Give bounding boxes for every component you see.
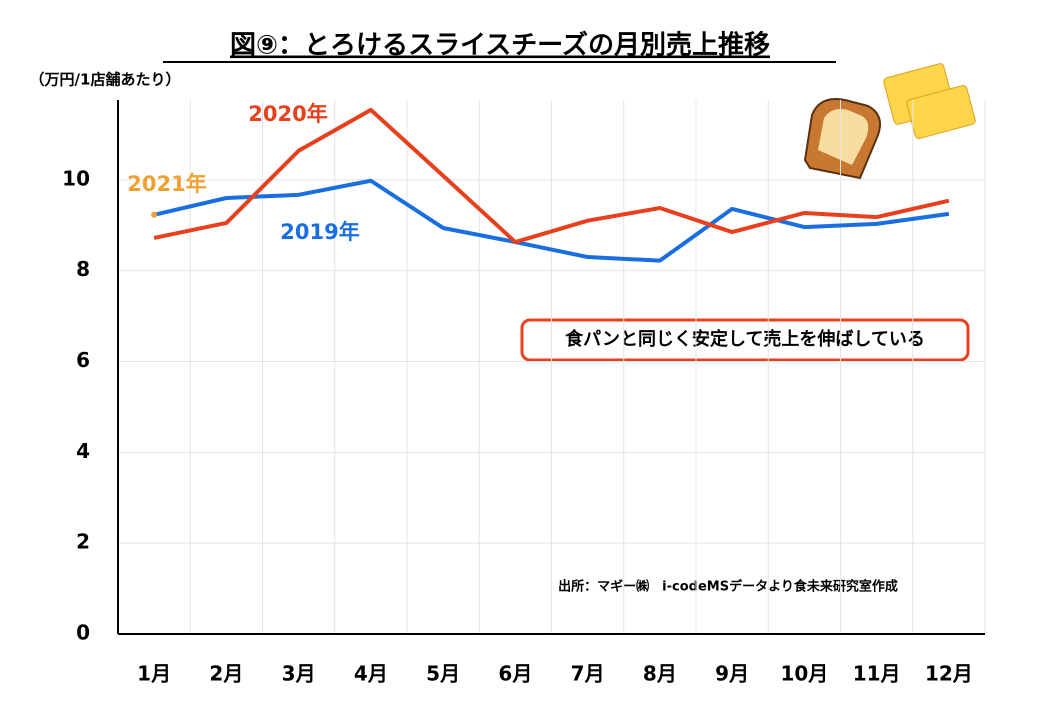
y-tick-label: 6 xyxy=(76,348,90,372)
x-tick-label: 11月 xyxy=(853,662,901,686)
point xyxy=(151,211,158,218)
x-tick-label: 7月 xyxy=(571,662,605,686)
x-tick-label: 3月 xyxy=(282,662,316,686)
y-tick-label: 10 xyxy=(62,166,90,190)
x-tick-label: 8月 xyxy=(643,662,677,686)
line xyxy=(153,178,950,263)
series-label: 2021年 xyxy=(127,172,206,196)
x-tick-label: 12月 xyxy=(925,662,973,686)
line xyxy=(153,107,950,245)
x-tick-label: 2月 xyxy=(209,662,243,686)
x-tick-label: 9月 xyxy=(715,662,749,686)
x-tick-label: 6月 xyxy=(498,662,532,686)
toast-illustration xyxy=(803,63,976,180)
x-tick-label: 1月 xyxy=(137,662,171,686)
annotation: 食パンと同じく安定して売上を伸ばしている xyxy=(564,328,925,350)
annotation-box xyxy=(520,318,970,362)
y-axis-label: （万円/1店舗あたり） xyxy=(30,71,181,89)
y-tick-label: 0 xyxy=(76,621,90,645)
x-tick-label: 4月 xyxy=(354,662,388,686)
source: 出所：マギー㈱ i-codeMSデータより食未来研究室作成 xyxy=(558,579,898,595)
x-tick-label: 10月 xyxy=(780,662,828,686)
x-tick-label: 5月 xyxy=(426,662,460,686)
series-label: 2020年 xyxy=(248,102,327,126)
chart-title: 図⑨：とろけるスライスチーズの月別売上推移 xyxy=(230,30,770,61)
y-tick-label: 4 xyxy=(76,439,90,463)
y-tick-label: 2 xyxy=(76,530,90,554)
y-tick-label: 8 xyxy=(76,257,90,281)
series-label: 2019年 xyxy=(280,220,359,244)
